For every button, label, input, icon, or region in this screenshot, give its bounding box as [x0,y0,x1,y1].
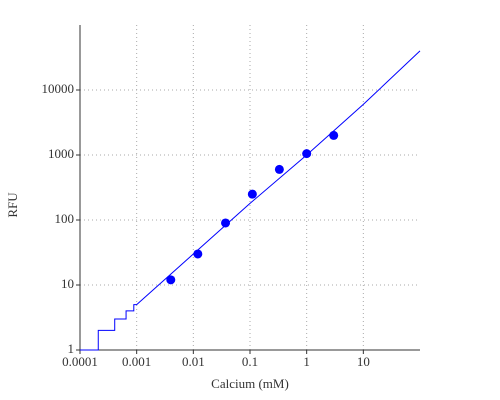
y-tick-label: 100 [55,211,75,226]
x-tick-label: 10 [357,354,370,369]
data-point [302,149,312,159]
y-tick-label: 10000 [42,81,75,96]
data-point [166,275,176,285]
y-axis-label: RFU [5,192,20,218]
data-point [329,130,339,140]
y-tick-label: 1000 [48,146,74,161]
x-tick-label: 0.01 [182,354,205,369]
x-tick-label: 0.001 [122,354,151,369]
x-tick-label: 1 [303,354,310,369]
data-point [193,249,203,259]
y-tick-label: 10 [61,276,74,291]
x-axis-label: Calcium (mM) [211,376,289,391]
data-point [274,164,284,174]
y-tick-label: 1 [68,341,75,356]
data-point [221,218,231,228]
data-point [247,189,257,199]
x-tick-label: 0.1 [242,354,258,369]
fit-line [80,50,421,351]
x-tick-label: 0.0001 [62,354,98,369]
